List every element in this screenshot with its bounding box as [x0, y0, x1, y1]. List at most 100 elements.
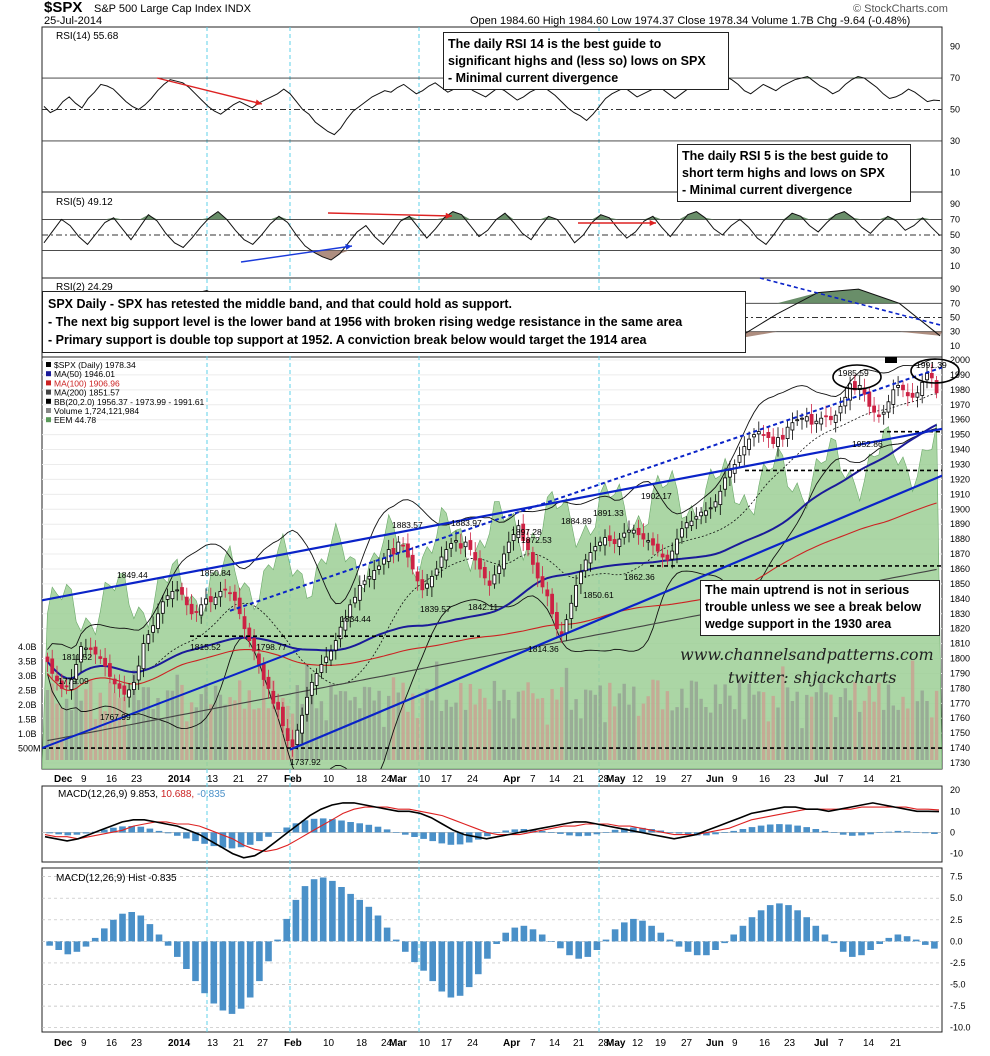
volume-bar [310, 694, 314, 760]
candle-body [675, 538, 679, 555]
macd-panel-hist-bar [922, 832, 929, 834]
volume-bar [117, 698, 122, 760]
volume-bar [733, 709, 737, 760]
candle-body [223, 588, 228, 591]
date-label-top-10: 10 [323, 774, 335, 785]
candle-body [853, 381, 857, 391]
volume-bar [238, 680, 242, 760]
candle-body [545, 589, 550, 597]
price-annotation-1891.33: 1891.33 [593, 508, 624, 518]
volume-bar [516, 691, 521, 760]
main-note-line-2: - The next big support level is the lowe… [48, 315, 683, 329]
price-axis-label-1990: 1990 [950, 370, 970, 380]
volume-bar [103, 711, 107, 760]
candle-body [593, 546, 598, 552]
volume-bar [709, 712, 713, 760]
ma50-line [46, 423, 938, 680]
volume-bar [843, 688, 847, 760]
candle-body [377, 565, 381, 570]
price-annotation-1767.99: 1767.99 [100, 712, 131, 722]
macd-panel-hist-bar [812, 829, 820, 833]
volume-bar [492, 680, 497, 760]
candle-body [708, 507, 713, 510]
macd-panel-hist-bar [237, 832, 245, 848]
volume-bar [233, 700, 237, 760]
candle-body [213, 596, 218, 605]
candle-body [579, 571, 583, 585]
hist-bar [429, 941, 436, 982]
main-legend-swatch-3 [46, 389, 51, 395]
volume-bar [334, 694, 338, 760]
macd-panel-hist-bar [794, 825, 801, 833]
price-annotation-1798.77: 1798.77 [256, 642, 287, 652]
hist-bar [228, 941, 236, 1014]
main-note-line-1: SPX Daily - SPX has retested the middle … [48, 297, 512, 311]
date-label-bottom-13: 13 [207, 1038, 219, 1049]
candle-body [704, 510, 708, 516]
macd-panel-hist-bar [511, 829, 519, 833]
volume-bar [829, 694, 833, 760]
price-axis-label-1790: 1790 [950, 668, 970, 678]
date-label-bottom-23: 23 [131, 1038, 143, 1049]
main-legend-swatch-6 [46, 417, 51, 423]
volume-bar [737, 680, 742, 760]
candle-body [583, 559, 588, 572]
date-label-bottom-12: 12 [632, 1038, 644, 1049]
rsi2-axis-label-10: 10 [950, 341, 960, 351]
price-annotation-1737.92: 1737.92 [290, 757, 321, 767]
volume-bar [271, 680, 275, 760]
candle-body [329, 650, 333, 661]
macd-panel-hist-bar [684, 832, 692, 835]
upper-channel-dotted-line [229, 366, 942, 612]
candle-body [631, 529, 636, 534]
candle-body [925, 372, 929, 381]
macd-panel-hist-bar [785, 824, 792, 833]
candle-body [761, 434, 766, 436]
volume-bar [50, 683, 54, 760]
price-annotation-1883.97: 1883.97 [451, 518, 482, 528]
hist-bar [210, 941, 218, 1004]
candle-body [617, 538, 622, 547]
hist-bar [903, 936, 911, 942]
candle-body [905, 392, 910, 397]
candle-body [300, 714, 305, 734]
hist-bar [593, 941, 601, 950]
volume-bar [463, 709, 468, 760]
macd-panel-hist-bar [137, 826, 145, 833]
volume-bar [324, 720, 328, 760]
volume-bar [752, 694, 756, 760]
candle-body [497, 565, 502, 574]
candle-body [391, 548, 396, 555]
candle-body [824, 415, 828, 418]
volume-bar [862, 700, 867, 760]
volume-bar [45, 690, 50, 760]
volume-bar [612, 706, 617, 760]
hist-bar [73, 941, 81, 952]
main-legend-entry-4: BB(20,2.0) 1956.37 - 1973.99 - 1991.61 [54, 397, 205, 407]
price-annotation-1849.44: 1849.44 [117, 570, 148, 580]
hist-bar [794, 910, 801, 942]
macd-panel-hist-bar [447, 832, 455, 845]
rsi5-divergence-arrow-1 [327, 212, 453, 217]
hist-bar [392, 939, 400, 942]
macd-panel-hist-bar [584, 832, 592, 836]
hist-bar [274, 939, 281, 942]
hist-bar [785, 905, 792, 942]
volume-bar [771, 695, 775, 760]
main-legend-swatch-4 [46, 398, 51, 404]
hist-bar [365, 906, 373, 942]
macd-panel-hist-bar [639, 827, 646, 833]
hist-bar [557, 941, 564, 949]
ticker-name: S&P 500 Large Cap Index INDX [94, 3, 251, 15]
macd-panel-hist-bar [246, 832, 254, 845]
hist-bar [803, 917, 810, 942]
candle-body [103, 657, 107, 667]
hist-bar [137, 915, 145, 942]
hist-axis-label--7.5: -7.5 [950, 1001, 966, 1011]
volume-bar [882, 709, 886, 760]
quote-line: Open 1984.60 High 1984.60 Low 1974.37 Cl… [470, 15, 911, 27]
volume-bar [718, 704, 722, 760]
hist-bar [611, 929, 619, 942]
hist-bar [520, 925, 528, 942]
candle-body [256, 653, 261, 665]
